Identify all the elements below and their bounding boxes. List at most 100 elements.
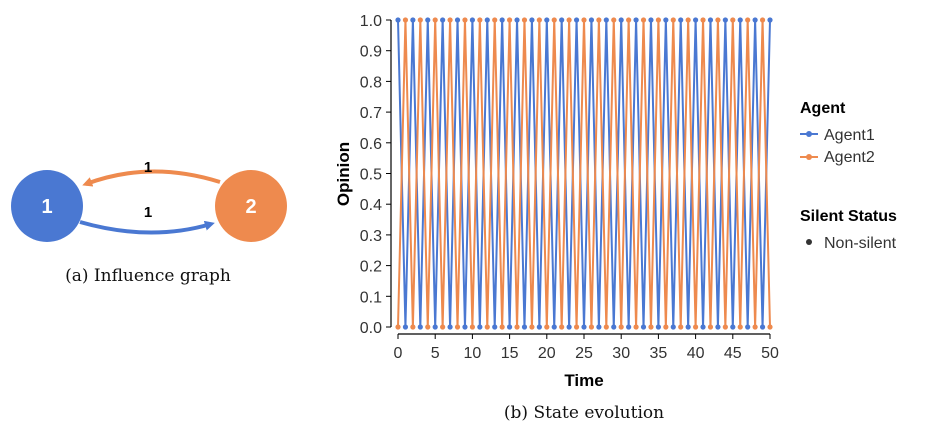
- data-point-agent1: [440, 17, 446, 23]
- data-point-agent1: [626, 324, 632, 330]
- x-ticks: 0 5 10 15 20 25 30 35 40 45 50: [394, 334, 779, 362]
- data-point-agent1: [417, 324, 423, 330]
- data-point-agent1: [507, 324, 513, 330]
- x-tick-label: 25: [575, 345, 593, 362]
- series-layer: [395, 17, 773, 330]
- data-point-agent2: [566, 17, 572, 23]
- data-point-agent1: [521, 324, 528, 330]
- y-tick-label: 0.4: [360, 197, 382, 214]
- data-point-agent1: [730, 324, 736, 330]
- edge-2-to-1: [82, 169, 221, 187]
- data-point-agent2: [581, 17, 587, 23]
- legend-agent-title: Agent: [800, 100, 846, 117]
- data-point-agent1: [529, 17, 535, 23]
- data-point-agent2: [745, 17, 751, 23]
- data-point-agent2: [640, 17, 647, 23]
- data-point-agent1: [499, 17, 505, 23]
- x-tick-label: 10: [464, 345, 482, 362]
- node-1-label: 1: [41, 196, 52, 218]
- data-point-agent1: [715, 324, 721, 330]
- data-point-agent1: [611, 324, 617, 330]
- data-point-agent1: [544, 17, 550, 23]
- x-tick-label: 15: [501, 345, 519, 362]
- data-point-agent2: [499, 324, 505, 330]
- data-point-agent1: [648, 17, 654, 23]
- data-point-agent2: [722, 324, 728, 330]
- data-point-agent1: [559, 17, 565, 23]
- data-point-agent2: [536, 17, 542, 23]
- y-tick-label: 0.8: [360, 74, 382, 91]
- x-tick-label: 40: [687, 345, 705, 362]
- data-point-agent2: [573, 324, 580, 330]
- data-point-agent2: [417, 17, 423, 23]
- data-point-agent2: [559, 324, 565, 330]
- data-point-agent1: [514, 17, 520, 23]
- y-tick-label: 0.3: [360, 228, 382, 245]
- data-point-agent2: [678, 324, 684, 330]
- y-tick-label: 0.7: [360, 105, 382, 122]
- data-point-agent2: [492, 17, 498, 23]
- data-point-agent2: [700, 17, 706, 23]
- data-point-agent1: [745, 324, 751, 330]
- chart-caption: (b) State evolution: [504, 403, 664, 423]
- edge-1-to-2-weight: 1: [144, 204, 152, 221]
- series-line-agent2: [397, 19, 771, 328]
- x-tick-label: 50: [761, 345, 779, 362]
- y-tick-label: 1.0: [360, 13, 382, 30]
- data-point-agent2: [618, 324, 624, 330]
- data-point-agent2: [447, 17, 453, 23]
- x-axis-label: Time: [564, 371, 603, 390]
- data-point-agent2: [737, 324, 743, 330]
- data-point-agent2: [395, 324, 401, 330]
- state-evolution-chart: 0 5 10 15 20 25 30 35 40 45 50 0.00.10.20.30.40.50…: [334, 13, 779, 423]
- y-tick-label: 0.9: [360, 44, 382, 61]
- legend-agent2-marker: [806, 154, 812, 160]
- data-point-agent1: [551, 324, 557, 330]
- data-point-agent1: [767, 17, 773, 23]
- data-point-agent2: [730, 17, 736, 23]
- y-tick-label: 0.2: [360, 259, 382, 276]
- data-point-agent2: [626, 17, 632, 23]
- data-point-agent2: [514, 324, 520, 330]
- data-point-agent2: [596, 17, 602, 23]
- x-tick-label: 30: [612, 345, 630, 362]
- data-point-agent1: [447, 324, 453, 330]
- data-point-agent1: [462, 324, 468, 330]
- y-axis-label: Opinion: [334, 142, 353, 206]
- data-point-agent2: [529, 324, 535, 330]
- data-point-agent1: [670, 324, 676, 330]
- data-point-agent2: [410, 324, 416, 330]
- data-point-agent1: [693, 17, 699, 23]
- data-point-agent1: [588, 17, 595, 23]
- data-point-agent1: [737, 17, 743, 23]
- graph-caption: (a) Influence graph: [65, 266, 231, 286]
- legend-non-silent-marker: [806, 239, 812, 245]
- y-tick-label: 0.6: [360, 136, 382, 153]
- data-point-agent2: [603, 324, 609, 330]
- x-tick-label: 20: [538, 345, 556, 362]
- x-tick-label: 35: [650, 345, 668, 362]
- x-tick-label: 45: [724, 345, 742, 362]
- node-2: [215, 170, 287, 242]
- legend-agent1-marker: [806, 131, 812, 137]
- data-point-agent1: [402, 324, 409, 330]
- data-point-agent1: [640, 324, 647, 330]
- data-point-agent1: [603, 17, 609, 23]
- data-point-agent2: [767, 324, 773, 330]
- data-point-agent1: [618, 17, 624, 23]
- data-point-agent1: [596, 324, 602, 330]
- node-2-label: 2: [245, 196, 256, 218]
- data-point-agent2: [544, 324, 550, 330]
- data-point-agent1: [454, 17, 461, 23]
- data-point-agent2: [752, 324, 758, 330]
- data-point-agent2: [588, 324, 595, 330]
- data-point-agent1: [566, 324, 572, 330]
- data-point-agent2: [707, 324, 714, 330]
- data-point-agent1: [536, 324, 542, 330]
- data-point-agent1: [700, 324, 706, 330]
- data-point-agent2: [425, 324, 431, 330]
- data-point-agent2: [663, 324, 669, 330]
- data-point-agent1: [655, 324, 662, 330]
- x-tick-label: 5: [431, 345, 440, 362]
